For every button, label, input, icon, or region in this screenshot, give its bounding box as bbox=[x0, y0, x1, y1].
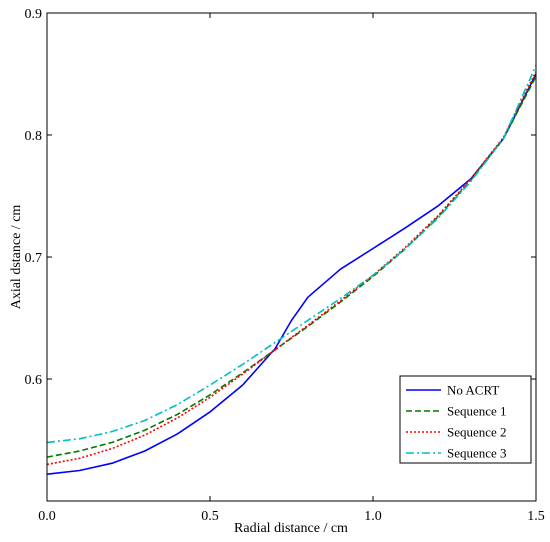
x-tick-label: 0.0 bbox=[38, 509, 56, 524]
x-axis-label: Radial distance / cm bbox=[234, 521, 348, 536]
y-axis-label: Axial dstance / cm bbox=[9, 205, 24, 310]
series-line-4 bbox=[46, 65, 537, 444]
series-line-1 bbox=[46, 73, 537, 475]
y-tick-label: 0.9 bbox=[25, 7, 43, 22]
x-tick-label: 1.0 bbox=[364, 509, 382, 524]
legend: No ACRT Sequence 1 Sequence 2 Sequence 3 bbox=[399, 375, 532, 464]
legend-label-2: Sequence 1 bbox=[447, 404, 507, 419]
y-tick-label: 0.7 bbox=[25, 251, 43, 266]
series-line-3 bbox=[46, 71, 537, 466]
y-tick-label: 0.8 bbox=[25, 129, 43, 144]
legend-label-3: Sequence 2 bbox=[447, 425, 507, 440]
legend-label-4: Sequence 3 bbox=[447, 446, 507, 461]
tick-layer: 0.0 0.5 1.0 1.5 0.6 0.7 0.8 0.9 bbox=[25, 7, 545, 524]
x-tick-label: 1.5 bbox=[527, 509, 545, 524]
legend-label-1: No ACRT bbox=[447, 383, 499, 398]
series-layer bbox=[46, 65, 537, 475]
y-tick-label: 0.6 bbox=[25, 373, 43, 388]
x-tick-label: 0.5 bbox=[201, 509, 219, 524]
